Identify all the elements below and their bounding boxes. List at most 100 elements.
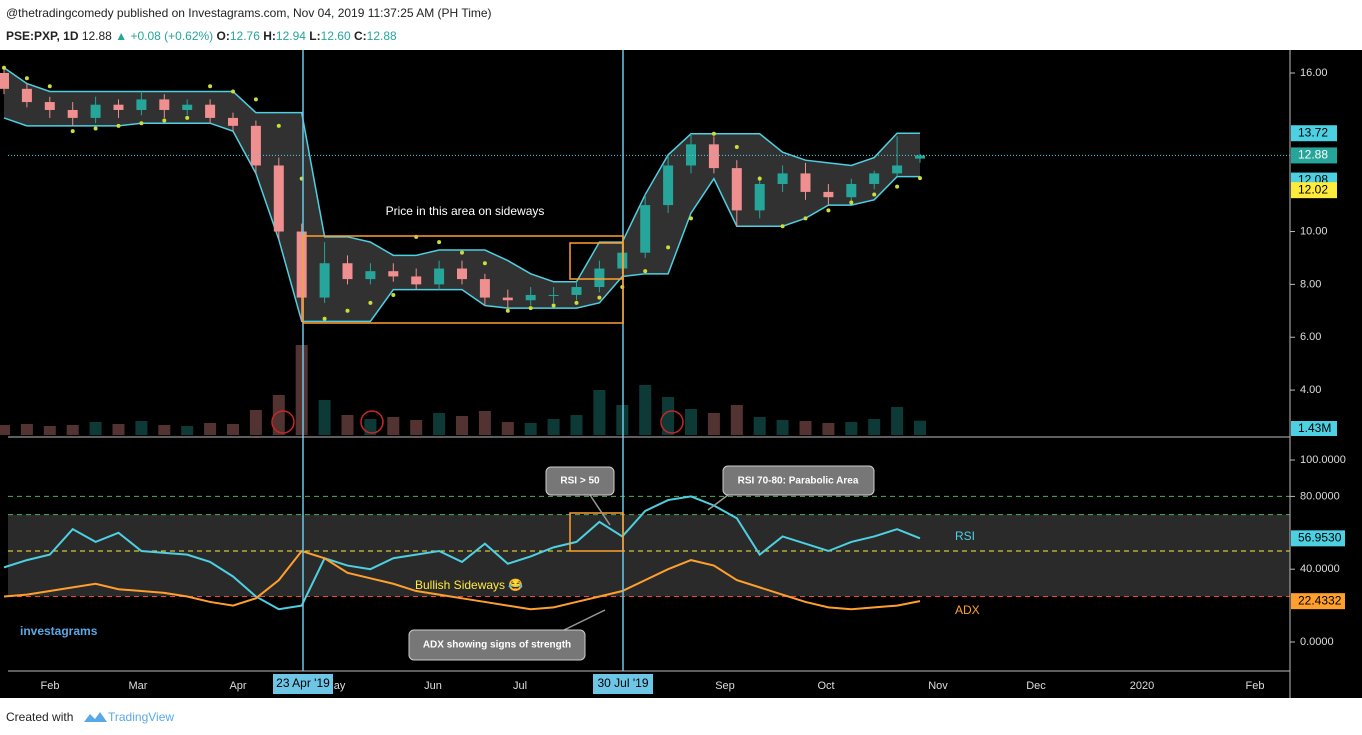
volume-bar: [204, 423, 217, 435]
volume-bar: [89, 422, 102, 435]
candle-body: [800, 173, 811, 192]
volume-bar: [20, 424, 33, 435]
volume-bar: [341, 415, 354, 435]
marker-label: 23 Apr '19: [276, 676, 330, 690]
volume-bar: [639, 385, 652, 435]
volume-last-box: [1291, 421, 1337, 436]
sar-dot: [24, 76, 29, 81]
sar-dot: [780, 224, 785, 229]
sar-dot: [368, 300, 373, 305]
sar-dot: [574, 300, 579, 305]
h-value: 12.94: [276, 29, 306, 43]
volume-bar: [135, 421, 148, 435]
candle-body: [823, 191, 834, 198]
h: H:: [263, 29, 276, 43]
candle-body: [136, 99, 147, 110]
candle-body: [228, 117, 238, 126]
sar-dot: [757, 176, 762, 181]
volume-bar: [478, 411, 491, 435]
sar-dot: [803, 216, 808, 221]
callout-pointer: [707, 494, 729, 511]
callout: [408, 629, 586, 661]
volume-bar: [112, 424, 125, 435]
candle-body: [90, 104, 101, 118]
volume-bar: [364, 419, 377, 435]
series-name: RSI: [955, 529, 975, 543]
y-tick-label: 40.0000: [1300, 563, 1340, 575]
candle-body: [159, 99, 170, 110]
sar-dot: [185, 115, 190, 120]
footer-brand: TradingView: [108, 710, 174, 724]
volume-bar: [707, 413, 720, 435]
volume-bar: [593, 390, 606, 435]
last-value-box: [1291, 593, 1345, 610]
x-tick-label: Dec: [1026, 680, 1046, 692]
candle-body: [548, 294, 559, 296]
legend-line: PSE:PXP, 1D 12.88 ▲ +0.08 (+0.62%) O:12.…: [6, 29, 397, 43]
sar-dot: [116, 123, 121, 128]
last-value-box: [1291, 125, 1337, 142]
callout: [722, 465, 875, 496]
last-value-label: 22.4332: [1298, 593, 1342, 607]
sar-dot: [2, 65, 6, 70]
callout-text: RSI 70-80: Parabolic Area: [738, 476, 859, 487]
sar-dot: [643, 269, 648, 274]
candle-body: [915, 155, 925, 159]
sar-dot: [345, 308, 350, 313]
sar-dot: [70, 129, 75, 134]
sar-dot: [231, 89, 235, 94]
candle-body: [113, 104, 124, 110]
sar-dot: [482, 261, 487, 266]
volume-bar: [410, 420, 423, 435]
x-tick-label: Sep: [715, 680, 735, 692]
last-value-box: [1291, 147, 1337, 164]
candle-body: [411, 276, 422, 285]
y-tick-label: 100.0000: [1300, 454, 1346, 466]
last-value-label: 12.88: [1298, 148, 1328, 162]
candle-body: [457, 268, 467, 280]
sar-dot: [918, 176, 922, 181]
candle-body: [319, 263, 330, 298]
breakout-box: [569, 242, 624, 280]
tv-logo: [84, 712, 107, 722]
volume-bar: [295, 345, 308, 435]
volume-bar: [799, 421, 812, 435]
event-icon: [271, 410, 295, 434]
volume-bar: [0, 425, 10, 435]
rsi-box: [569, 512, 624, 552]
sar-dot: [734, 144, 739, 149]
sar-dot: [47, 84, 52, 89]
candle-body: [846, 183, 857, 198]
candle-body: [388, 271, 399, 277]
x-tick-label: Jun: [424, 680, 442, 692]
callout-text: RSI > 50: [560, 476, 600, 487]
sar-dot: [162, 118, 167, 123]
footer-text: Created with: [6, 710, 73, 724]
volume-bar: [43, 426, 56, 435]
c: C:: [354, 29, 367, 43]
sar-dot: [895, 184, 900, 189]
sar-dot: [689, 216, 693, 221]
sar-dot: [872, 192, 877, 197]
sar-dot: [139, 121, 144, 126]
candle-body: [686, 144, 696, 166]
callout-pointer: [559, 609, 606, 633]
volume-bar: [547, 419, 560, 435]
volume-bar: [570, 415, 583, 435]
x-tick-label: Feb: [41, 680, 60, 692]
sar-dot: [551, 303, 556, 308]
marker-label-box: [273, 674, 333, 694]
bullish-note: Bullish Sideways 😂: [415, 578, 523, 592]
sar-dot: [253, 97, 258, 102]
rsi-band: [8, 514, 1290, 597]
callout-text: ADX showing signs of strength: [423, 640, 571, 651]
sar-dot: [322, 316, 327, 321]
x-tick-label: Mar: [129, 680, 148, 692]
y-tick-label: 80.0000: [1300, 490, 1340, 502]
candle-body: [21, 88, 32, 103]
candle-body: [44, 102, 55, 110]
symbol: PSE:PXP, 1D: [6, 29, 79, 43]
sar-dot: [711, 131, 716, 136]
sar-dot: [505, 308, 510, 313]
sar-dot: [826, 208, 831, 213]
